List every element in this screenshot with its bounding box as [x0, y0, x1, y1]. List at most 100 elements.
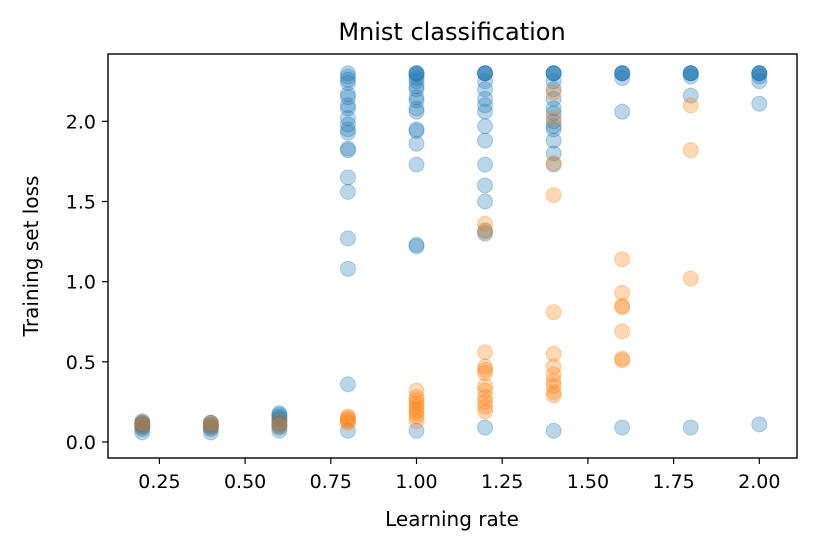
data-point-series-blue-17: [202, 414, 219, 431]
data-point-series-orange-3: [202, 414, 219, 431]
data-point-series-blue-37: [339, 124, 356, 141]
data-point-series-blue-107: [614, 65, 631, 82]
data-point-series-blue-88: [545, 132, 562, 149]
data-point-series-blue-90: [545, 118, 562, 135]
data-point-series-blue-105: [614, 65, 631, 82]
data-point-series-blue-45: [339, 74, 356, 91]
data-point-series-blue-29: [339, 422, 356, 439]
data-point-series-orange-7: [339, 413, 356, 430]
data-point-series-blue-55: [408, 121, 425, 138]
data-point-series-blue-7: [134, 414, 151, 431]
data-point-series-blue-28: [271, 405, 288, 422]
data-point-series-orange-23: [477, 389, 494, 406]
data-point-series-blue-110: [682, 68, 699, 85]
data-point-series-blue-3: [134, 417, 151, 434]
data-point-series-blue-26: [271, 408, 288, 425]
data-point-series-blue-119: [751, 65, 768, 82]
data-point-series-blue-8: [134, 414, 151, 431]
data-point-series-blue-98: [545, 65, 562, 82]
data-point-series-orange-51: [682, 270, 699, 287]
data-point-series-blue-101: [614, 419, 631, 436]
data-point-series-orange-31: [477, 215, 494, 232]
data-point-series-blue-0: [134, 424, 151, 441]
data-point-series-blue-76: [477, 103, 494, 120]
data-point-series-blue-15: [202, 416, 219, 433]
data-point-series-blue-96: [545, 73, 562, 90]
data-point-series-blue-25: [271, 409, 288, 426]
data-point-series-blue-100: [545, 65, 562, 82]
data-point-series-orange-11: [408, 413, 425, 430]
data-point-series-orange-14: [408, 401, 425, 418]
data-point-series-blue-112: [682, 65, 699, 82]
data-point-series-blue-22: [271, 414, 288, 431]
data-point-series-blue-10: [202, 424, 219, 441]
data-point-series-blue-114: [682, 65, 699, 82]
data-point-series-orange-12: [408, 408, 425, 425]
data-point-series-blue-87: [545, 145, 562, 162]
data-point-series-blue-11: [202, 421, 219, 438]
data-point-series-blue-54: [408, 122, 425, 139]
data-point-series-blue-93: [545, 100, 562, 117]
data-point-series-blue-70: [477, 222, 494, 239]
data-point-series-orange-45: [614, 350, 631, 367]
data-point-series-blue-111: [682, 65, 699, 82]
data-point-series-blue-67: [408, 65, 425, 82]
data-point-series-blue-78: [477, 90, 494, 107]
data-point-series-blue-40: [339, 110, 356, 127]
data-point-series-blue-85: [545, 422, 562, 439]
data-point-series-orange-28: [477, 358, 494, 375]
x-tick-label: 1.00: [395, 471, 437, 493]
data-point-series-blue-49: [408, 422, 425, 439]
data-point-series-blue-57: [408, 100, 425, 117]
data-point-series-blue-64: [408, 66, 425, 83]
data-point-series-blue-62: [408, 73, 425, 90]
data-point-series-orange-5: [271, 413, 288, 430]
data-point-series-blue-69: [477, 225, 494, 242]
data-point-series-orange-47: [614, 299, 631, 316]
data-point-series-blue-74: [477, 132, 494, 149]
data-point-series-blue-102: [614, 103, 631, 120]
data-point-series-blue-21: [271, 416, 288, 433]
x-tick-label: 0.75: [310, 471, 352, 493]
data-point-series-orange-25: [477, 377, 494, 394]
points-layer: [134, 65, 768, 441]
data-point-series-orange-33: [545, 384, 562, 401]
data-point-series-orange-36: [545, 366, 562, 383]
chart-title: Mnist classification: [338, 18, 565, 46]
data-point-series-blue-117: [751, 73, 768, 90]
data-point-series-blue-19: [271, 419, 288, 436]
data-point-series-blue-104: [614, 65, 631, 82]
data-point-series-blue-16: [202, 414, 219, 431]
data-point-series-orange-46: [614, 323, 631, 340]
data-point-series-orange-26: [477, 365, 494, 382]
data-point-series-blue-52: [408, 156, 425, 173]
data-point-series-blue-89: [545, 121, 562, 138]
y-tick-label: 0.5: [66, 352, 96, 374]
x-tick-label: 2.00: [738, 471, 780, 493]
data-point-series-blue-51: [408, 236, 425, 253]
data-point-series-orange-10: [339, 408, 356, 425]
data-point-series-orange-44: [614, 352, 631, 369]
data-point-series-blue-12: [202, 419, 219, 436]
data-point-series-orange-50: [614, 251, 631, 268]
data-point-series-orange-52: [682, 142, 699, 159]
data-point-series-orange-18: [408, 389, 425, 406]
y-tick-label: 1.5: [66, 191, 96, 213]
data-point-series-orange-49: [614, 284, 631, 301]
data-point-series-orange-22: [477, 393, 494, 410]
data-point-series-blue-95: [545, 81, 562, 98]
data-point-series-orange-41: [545, 155, 562, 172]
data-point-series-blue-86: [545, 156, 562, 173]
data-point-series-blue-84: [477, 65, 494, 82]
data-point-series-blue-106: [614, 65, 631, 82]
data-point-series-blue-1: [134, 421, 151, 438]
data-point-series-blue-44: [339, 86, 356, 103]
data-point-series-orange-29: [477, 344, 494, 361]
data-point-series-blue-30: [339, 376, 356, 393]
data-point-series-orange-34: [545, 377, 562, 394]
data-point-series-orange-0: [134, 417, 151, 434]
series-blue: [134, 65, 768, 441]
data-point-series-orange-13: [408, 405, 425, 422]
data-point-series-blue-48: [339, 65, 356, 82]
data-point-series-blue-5: [134, 416, 151, 433]
